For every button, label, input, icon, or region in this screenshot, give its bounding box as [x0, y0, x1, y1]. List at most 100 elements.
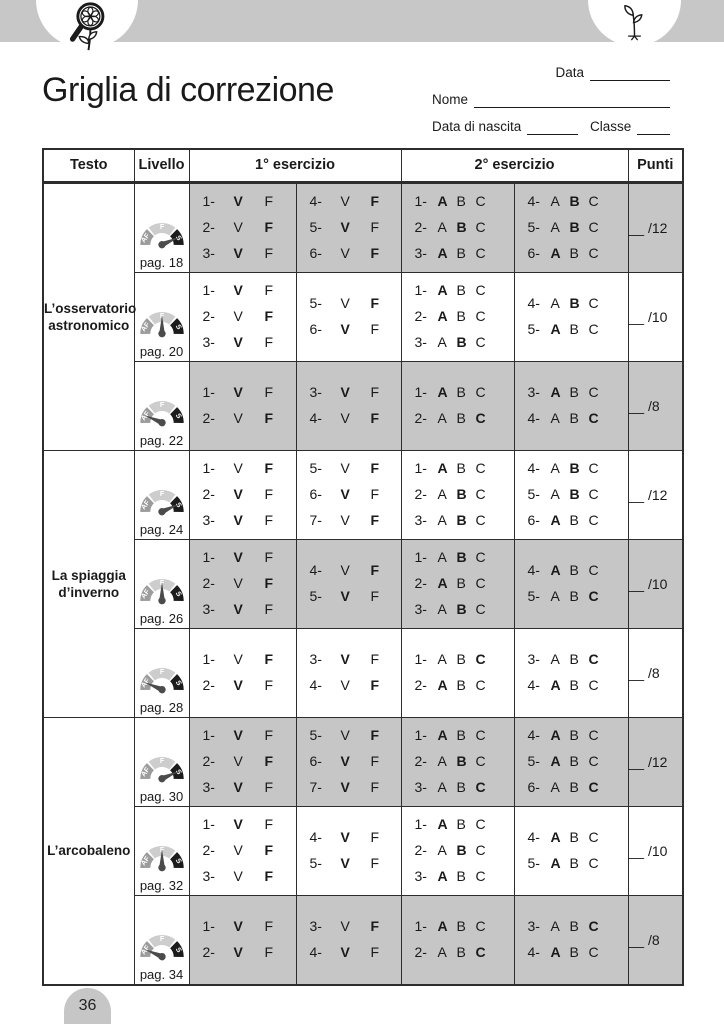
answer-number: 4-	[527, 944, 540, 960]
livello-cell: AF F S pag. 24	[133, 449, 190, 540]
vf-answers-cell: 1- V F 2- V F	[188, 627, 297, 718]
answer-option-correct: F	[370, 460, 380, 476]
answer-number: 4-	[527, 295, 540, 311]
points-cell: __ /8	[627, 360, 684, 451]
abc-answer-line: 2- A B C	[415, 571, 514, 596]
answer-option-correct: B	[456, 512, 467, 528]
grid-row: AF F S pag. 201-VF2-VF3-VF5-VF6-VF1-ABC2…	[43, 271, 684, 362]
vf-answer-line: 5- V F	[310, 456, 401, 481]
answer-option-correct: A	[550, 562, 561, 578]
vf-answers-cell: 5- V F 6- V F 7- V F	[295, 449, 402, 540]
svg-text:S: S	[173, 678, 182, 687]
answer-option-correct: F	[264, 842, 274, 858]
answer-number: 4-	[309, 562, 322, 578]
points-cell: __ /8	[627, 627, 684, 718]
answer-option: F	[370, 219, 380, 235]
answer-option: B	[456, 868, 466, 884]
nascita-field-line	[527, 119, 579, 135]
answer-option-correct: A	[550, 727, 561, 743]
answer-option: F	[264, 486, 274, 502]
answer-option-correct: V	[340, 779, 350, 795]
vf-answer-line: 1- V F	[203, 812, 296, 837]
abc-answers-column: 1- A B C 2- A B C 3- A B C	[402, 807, 514, 895]
answer-option: B	[456, 410, 466, 426]
answer-option: A	[550, 779, 560, 795]
answer-option-correct: F	[370, 918, 380, 934]
answer-number: 1-	[202, 651, 215, 667]
answer-option-correct: F	[264, 868, 274, 884]
answer-option: C	[475, 486, 486, 502]
answer-number: 2-	[414, 944, 427, 960]
answer-option: A	[437, 753, 447, 769]
vf-answers-cell: 1- V F 2- V F	[188, 360, 297, 451]
abc-answers-cell: 1- A B C 2- A B C	[400, 627, 515, 718]
svg-text:S: S	[173, 500, 182, 509]
answer-option: C	[588, 460, 599, 476]
answer-number: 4-	[309, 410, 322, 426]
livello-cell: AF F S pag. 30	[133, 716, 190, 807]
points-cell: __ /10	[627, 805, 684, 896]
answer-option-correct: V	[340, 588, 350, 604]
abc-answers-cell: 4- A B C 5- A B C	[513, 538, 629, 629]
level-gauge-icon: AF F S	[139, 667, 184, 693]
abc-answer-line: 2- A B C	[415, 215, 514, 240]
points-cell: __ /10	[627, 271, 684, 362]
answer-option-correct: V	[233, 384, 243, 400]
answer-option: F	[264, 816, 274, 832]
answer-option-correct: V	[233, 334, 243, 350]
answer-option-correct: A	[550, 512, 561, 528]
answer-option-correct: A	[550, 753, 561, 769]
answer-option: B	[569, 779, 579, 795]
svg-text:F: F	[159, 667, 164, 675]
answer-option-correct: A	[550, 944, 561, 960]
abc-answer-line: 4- A B C	[528, 291, 628, 316]
abc-answers-cell: 4- A B C 5- A B C 6- A B C	[513, 716, 629, 807]
data-field-label: Data	[555, 65, 584, 80]
answer-number: 3-	[414, 868, 427, 884]
answer-number: 1-	[202, 918, 215, 934]
vf-answers-column: 5- V F 6- V F 7- V F	[297, 718, 401, 806]
abc-answer-line: 2- A B C	[415, 406, 514, 431]
svg-text:S: S	[173, 589, 182, 598]
vf-answer-line: 2- V F	[203, 673, 296, 698]
abc-answers-column: 1- A B C 2- A B C 3- A B C	[402, 718, 514, 806]
answer-option-correct: F	[370, 193, 380, 209]
answer-number: 3-	[202, 779, 215, 795]
page-ref-label: pag. 30	[139, 788, 184, 804]
abc-answers-cell: 1- A B C 2- A B C	[400, 894, 515, 985]
abc-answer-line: 3- A B C	[415, 508, 514, 533]
answer-option: F	[264, 944, 274, 960]
abc-answer-line: 6- A B C	[528, 508, 628, 533]
vf-answer-line: 1- V F	[203, 723, 296, 748]
vf-answers-column: 4- V F 5- V F	[297, 540, 401, 628]
answer-number: 2-	[414, 410, 427, 426]
answer-option: A	[550, 918, 560, 934]
vf-answers-cell: 5- V F 6- V F	[295, 271, 402, 362]
abc-answer-line: 1- A B C	[415, 545, 514, 570]
answer-option-correct: A	[550, 855, 561, 871]
answer-number: 5-	[527, 486, 540, 502]
vf-answers-cell: 3- V F 4- V F	[295, 360, 402, 451]
answer-number: 3-	[202, 245, 215, 261]
page-ref-label: pag. 32	[139, 877, 184, 893]
answer-option: V	[340, 193, 350, 209]
answer-option: C	[475, 193, 486, 209]
answer-option-correct: B	[569, 219, 580, 235]
answer-option: V	[233, 753, 243, 769]
answer-option: C	[588, 855, 599, 871]
abc-answers-cell: 1- A B C 2- A B C 3- A B C	[400, 449, 515, 540]
answer-option-correct: V	[233, 944, 243, 960]
answer-option-correct: F	[370, 677, 380, 693]
vf-answer-line: 5- V F	[310, 291, 401, 316]
answer-option: A	[550, 295, 560, 311]
answer-option-correct: V	[233, 512, 243, 528]
abc-answer-line: 3- A B C	[415, 330, 514, 355]
answer-number: 1-	[202, 282, 215, 298]
answer-number: 4-	[527, 727, 540, 743]
classe-field-line	[637, 119, 670, 135]
answer-option: A	[550, 219, 560, 235]
answer-number: 3-	[309, 918, 322, 934]
answer-option: C	[475, 282, 486, 298]
vf-answer-line: 5- V F	[310, 584, 401, 609]
